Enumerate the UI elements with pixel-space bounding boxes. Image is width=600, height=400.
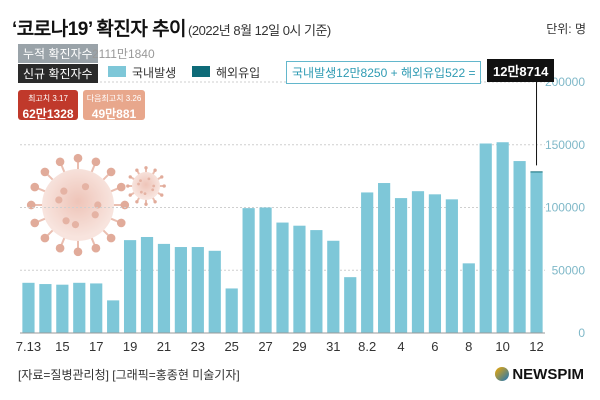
x-tick-label: 15: [55, 339, 69, 354]
chart-title: ‘코로나19’ 확진자 추이 (2022년 8월 12일 0시 기준): [12, 19, 331, 40]
bar-domestic-7.22: [174, 247, 187, 333]
bar-domestic-7.21: [157, 243, 171, 333]
y-tick-label: 200000: [545, 75, 585, 89]
x-tick-label: 29: [292, 339, 306, 354]
peak-badge-value: 62만1328: [22, 107, 74, 121]
bar-domestic-7.23: [191, 247, 204, 333]
callout-breakdown: 국내발생12만8250 + 해외유입522 =: [286, 61, 482, 84]
bar-domestic-7.13: [22, 282, 35, 333]
bar-domestic-7.25: [225, 288, 238, 333]
x-tick-label: 31: [326, 339, 340, 354]
x-tick-label: 4: [397, 339, 404, 354]
bar-domestic-8.6: [428, 194, 442, 333]
y-axis-ticks: 0 50000 100000 150000 200000: [545, 75, 585, 340]
y-tick-label: 50000: [552, 263, 586, 277]
bar-domestic-8.2: [361, 192, 374, 333]
legend-domestic-swatch: [108, 66, 126, 77]
callout-domestic: 국내발생12만8250: [292, 66, 388, 80]
y-tick-label: 100000: [545, 201, 585, 215]
bar-domestic-7.15: [56, 284, 69, 333]
bar-domestic-8.4: [394, 198, 408, 333]
chart-subtitle: (2022년 8월 12일 0시 기준): [188, 23, 331, 38]
bar-domestic-8.3: [378, 183, 391, 333]
bar-domestic-8.12: [530, 172, 543, 333]
peak-badge: 최고치 3.17 62만1328: [18, 90, 78, 121]
bar-domestic-7.18: [107, 300, 120, 333]
bar-domestic-7.27: [259, 207, 272, 333]
x-tick-label: 19: [123, 339, 137, 354]
x-tick-label: 21: [157, 339, 171, 354]
bar-domestic-8.5: [411, 191, 425, 333]
bar-domestic-7.19: [123, 240, 137, 333]
x-tick-label: 10: [495, 339, 509, 354]
x-tick-label: 8.2: [358, 339, 376, 354]
x-tick-label: 12: [529, 339, 543, 354]
x-tick-label: 23: [191, 339, 205, 354]
bar-domestic-7.17: [90, 283, 103, 333]
bar-domestic-7.16: [73, 282, 86, 333]
second-peak-badge-caption: 다음최고치 3.26: [86, 94, 142, 103]
peak-badge-caption: 최고치 3.17: [28, 94, 68, 103]
cumulative-value: 2111만1840: [92, 47, 155, 61]
bar-domestic-8.7: [445, 199, 458, 333]
x-axis-ticks: 7.13 15 17 19 21 23 25 27 29 31 8.2 4 6 8 10 12: [16, 339, 544, 354]
bar-domestic-8.9: [479, 143, 492, 333]
callout-total: 12만8714: [487, 59, 555, 82]
x-tick-label: 8: [465, 339, 472, 354]
legend-imported-label: 해외유입: [216, 66, 261, 80]
logo-icon: [495, 367, 510, 381]
second-peak-badge: 다음최고치 3.26 49만881: [83, 90, 145, 121]
source-credit: [자료=질병관리청] [그래픽=홍종현 미술기자]: [18, 368, 240, 382]
bar-domestic-7.14: [39, 284, 52, 333]
cumulative-label: 누적 확진자수: [18, 44, 98, 63]
chart-bars: [22, 142, 543, 333]
y-tick-label: 150000: [545, 138, 585, 152]
virus-illustration: [26, 153, 166, 257]
bar-domestic-7.31: [327, 240, 340, 333]
x-tick-label: 6: [431, 339, 438, 354]
legend-domestic-label: 국내발생: [132, 66, 177, 80]
bar-domestic-7.28: [276, 222, 289, 333]
bar-domestic-8.11: [513, 161, 526, 333]
x-tick-label: 25: [224, 339, 238, 354]
bar-imported-8.12: [530, 171, 543, 173]
unit-label: 단위: 명: [546, 22, 586, 36]
x-tick-label: 27: [258, 339, 272, 354]
legend-imported-swatch: [192, 66, 210, 77]
y-tick-label: 0: [578, 326, 585, 340]
second-peak-badge-value: 49만881: [91, 107, 137, 121]
bar-domestic-7.20: [140, 236, 154, 333]
bar-domestic-8.10: [496, 142, 509, 333]
bar-domestic-7.30: [310, 230, 323, 333]
bar-domestic-8.1: [344, 277, 357, 333]
newspim-logo: NEWSPIM: [495, 366, 584, 383]
bar-domestic-7.29: [293, 225, 306, 333]
x-tick-label: 17: [89, 339, 103, 354]
bar-domestic-8.8: [462, 263, 475, 333]
callout-imported: 해외유입522: [400, 66, 466, 80]
x-tick-label: 7.13: [16, 339, 41, 354]
bar-domestic-7.24: [208, 250, 221, 333]
bar-domestic-7.26: [242, 208, 255, 333]
new-cases-label: 신규 확진자수: [18, 64, 98, 83]
